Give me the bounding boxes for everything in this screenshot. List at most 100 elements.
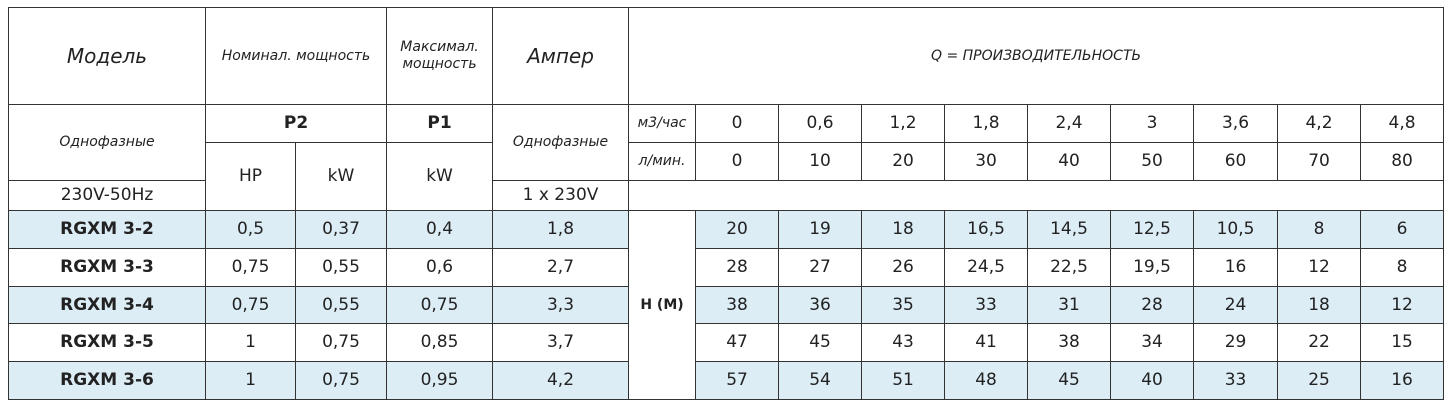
flow-value: 30 bbox=[944, 142, 1029, 181]
p1-value: 0,85 bbox=[386, 323, 494, 362]
pump-table: Модель Номинал. мощность Максимал. мощност… bbox=[8, 7, 1445, 400]
kw-value: 0,55 bbox=[294, 286, 388, 324]
kw-label: kW bbox=[294, 142, 388, 211]
head-value: 35 bbox=[861, 286, 946, 324]
p1-value: 0,4 bbox=[386, 210, 494, 249]
model-name: RGXM 3-4 bbox=[8, 286, 206, 324]
flow-value: 1,8 bbox=[944, 104, 1029, 143]
flow-value: 50 bbox=[1110, 142, 1195, 181]
head-value: 24,5 bbox=[944, 248, 1029, 287]
p1-label: P1 bbox=[386, 104, 494, 143]
ampere-value: 1,8 bbox=[492, 210, 630, 249]
phase-label: Однофазные bbox=[8, 104, 206, 181]
head-value: 22 bbox=[1277, 323, 1362, 362]
hp-value: 1 bbox=[205, 323, 296, 362]
flow-value: 40 bbox=[1027, 142, 1112, 181]
head-value: 57 bbox=[695, 361, 780, 400]
flow-unit: л/мин. bbox=[628, 142, 697, 181]
flow-value: 3,6 bbox=[1193, 104, 1279, 143]
kw-value: 0,75 bbox=[294, 323, 388, 362]
flow-header: Q = ПРОИЗВОДИТЕЛЬНОСТЬ bbox=[628, 7, 1445, 105]
head-value: 51 bbox=[861, 361, 946, 400]
model-name: RGXM 3-6 bbox=[8, 361, 206, 400]
flow-value: 70 bbox=[1277, 142, 1362, 181]
ampere-phase-label: Однофазные bbox=[492, 104, 630, 181]
head-value: 19 bbox=[778, 210, 863, 249]
head-value: 12 bbox=[1360, 286, 1445, 324]
max-power-header: Максимал. мощность bbox=[386, 7, 494, 105]
table-row: HP kW kW л/мин. 0 10 20 30 40 50 60 70 80 bbox=[9, 142, 1445, 211]
flow-value: 0 bbox=[695, 104, 780, 143]
head-value: 38 bbox=[695, 286, 780, 324]
kw-value: 0,75 bbox=[294, 361, 388, 400]
head-value: 45 bbox=[1027, 361, 1112, 400]
head-value: 15 bbox=[1360, 323, 1445, 362]
head-value: 8 bbox=[1277, 210, 1362, 249]
head-value: 12,5 bbox=[1110, 210, 1195, 249]
model-header: Модель bbox=[8, 7, 206, 105]
table-body: Модель Номинал. мощность Максимал. мощност… bbox=[8, 7, 1445, 400]
nominal-power-header: Номинал. мощность bbox=[204, 7, 388, 105]
head-value: 47 bbox=[695, 323, 780, 362]
head-value: 41 bbox=[944, 323, 1029, 362]
head-value: 48 bbox=[944, 361, 1029, 400]
table-row: RGXM 3-5 1 0,75 0,85 3,7 47 45 43 41 38 34 29 22 15 bbox=[8, 323, 1445, 362]
head-value: 24 bbox=[1193, 286, 1279, 324]
head-value: 31 bbox=[1027, 286, 1112, 324]
head-value: 25 bbox=[1277, 361, 1362, 400]
head-value: 14,5 bbox=[1027, 210, 1112, 249]
p1-value: 0,6 bbox=[386, 248, 494, 287]
head-value: 10,5 bbox=[1193, 210, 1279, 249]
head-value: 33 bbox=[944, 286, 1029, 324]
head-value: 28 bbox=[1110, 286, 1195, 324]
empty-cell bbox=[628, 180, 1445, 211]
flow-value: 60 bbox=[1193, 142, 1279, 181]
table-row: RGXM 3-3 0,75 0,55 0,6 2,7 28 27 26 24,5 22,5 19,5… bbox=[8, 248, 1445, 287]
flow-value: 1,2 bbox=[861, 104, 946, 143]
head-value: 16 bbox=[1193, 248, 1279, 287]
head-value: 26 bbox=[861, 248, 946, 287]
head-value: 22,5 bbox=[1027, 248, 1112, 287]
head-value: 28 bbox=[695, 248, 780, 287]
flow-value: 2,4 bbox=[1027, 104, 1112, 143]
head-value: 34 bbox=[1110, 323, 1195, 362]
hp-label: HP bbox=[205, 142, 296, 211]
head-value: 19,5 bbox=[1110, 248, 1195, 287]
head-value: 33 bbox=[1193, 361, 1279, 400]
p2-label: P2 bbox=[204, 104, 388, 143]
kw-value: 0,37 bbox=[294, 210, 388, 249]
head-value: 6 bbox=[1360, 210, 1445, 249]
table-row: Однофазные P2 P1 Однофазные м3/час 0 0,6 1,2 1,8… bbox=[8, 104, 1445, 181]
head-label: H (M) bbox=[628, 210, 697, 400]
head-value: 38 bbox=[1027, 323, 1112, 362]
head-value: 29 bbox=[1193, 323, 1279, 362]
table-row: RGXM 3-6 1 0,75 0,95 4,2 57 54 51 48 45 40 33 25 16 bbox=[8, 361, 1445, 400]
head-value: 16 bbox=[1360, 361, 1445, 400]
head-value: 45 bbox=[778, 323, 863, 362]
flow-value: 80 bbox=[1360, 142, 1445, 181]
table-row: Модель Номинал. мощность Максимал. мощност… bbox=[8, 7, 1445, 105]
head-value: 16,5 bbox=[944, 210, 1029, 249]
table-row: RGXM 3-4 0,75 0,55 0,75 3,3 38 36 35 33 31 28 24 18 1… bbox=[8, 286, 1445, 324]
flow-value: 4,2 bbox=[1277, 104, 1362, 143]
hp-value: 0,75 bbox=[205, 286, 296, 324]
head-value: 27 bbox=[778, 248, 863, 287]
head-value: 18 bbox=[861, 210, 946, 249]
ampere-value: 2,7 bbox=[492, 248, 630, 287]
ampere-value: 3,7 bbox=[492, 323, 630, 362]
p1-value: 0,95 bbox=[386, 361, 494, 400]
hp-value: 1 bbox=[205, 361, 296, 400]
ampere-header: Ампер bbox=[492, 7, 630, 105]
flow-value: 3 bbox=[1110, 104, 1195, 143]
voltage-label: 230V-50Hz bbox=[8, 180, 206, 211]
flow-unit: м3/час bbox=[628, 104, 697, 143]
flow-value: 0 bbox=[695, 142, 780, 181]
head-value: 12 bbox=[1277, 248, 1362, 287]
table-wrap: Модель Номинал. мощность Максимал. мощност… bbox=[8, 7, 1445, 400]
head-value: 43 bbox=[861, 323, 946, 362]
head-value: 54 bbox=[778, 361, 863, 400]
table-row: RGXM 3-2 0,5 0,37 0,4 1,8 H (M) 20 19 18 16,5 14,5… bbox=[8, 210, 1445, 400]
kw-label: kW bbox=[386, 142, 494, 211]
ampere-value: 4,2 bbox=[492, 361, 630, 400]
